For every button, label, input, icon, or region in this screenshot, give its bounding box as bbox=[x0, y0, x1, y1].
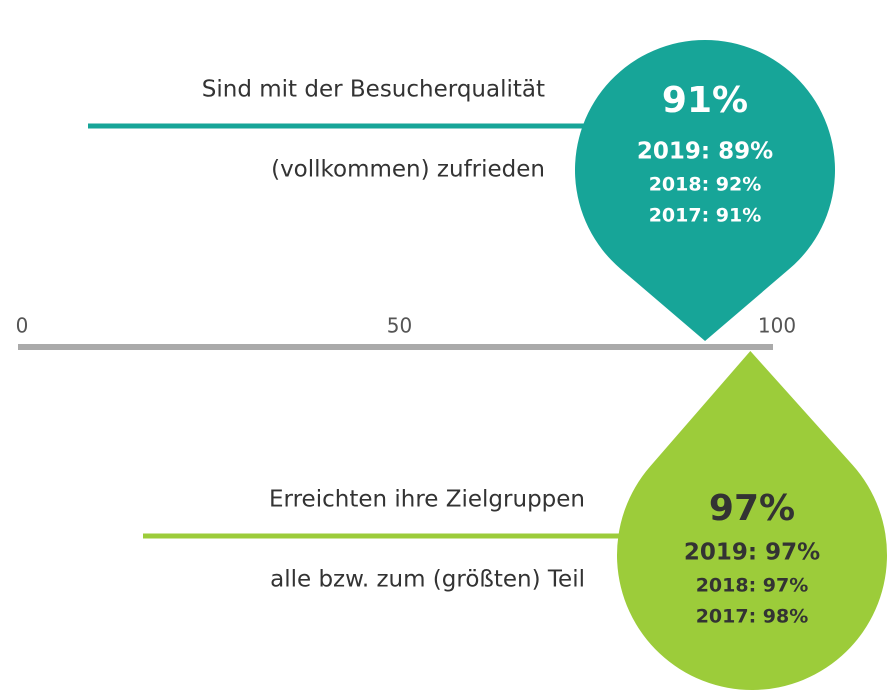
history-label: 2019: 89% bbox=[637, 139, 773, 165]
x-tick-label: 100 bbox=[758, 314, 796, 338]
value-label: 97% bbox=[709, 488, 795, 529]
history-label: 2017: 91% bbox=[649, 205, 762, 227]
drop-marker bbox=[617, 351, 887, 691]
history-label: 2017: 98% bbox=[696, 606, 809, 628]
history-label: 2018: 97% bbox=[696, 575, 809, 597]
x-tick-label: 0 bbox=[16, 314, 29, 338]
series-name: Erreichten ihre Zielgruppen bbox=[269, 487, 585, 513]
value-label: 91% bbox=[662, 80, 748, 121]
series-name: Sind mit der Besucherqualität bbox=[202, 77, 545, 103]
history-label: 2019: 97% bbox=[684, 540, 820, 566]
series-subtitle: alle bzw. zum (größten) Teil bbox=[270, 567, 585, 593]
series-subtitle: (vollkommen) zufrieden bbox=[271, 157, 545, 183]
x-tick-label: 50 bbox=[387, 314, 412, 338]
history-label: 2018: 92% bbox=[649, 174, 762, 196]
drop-marker bbox=[575, 40, 836, 341]
